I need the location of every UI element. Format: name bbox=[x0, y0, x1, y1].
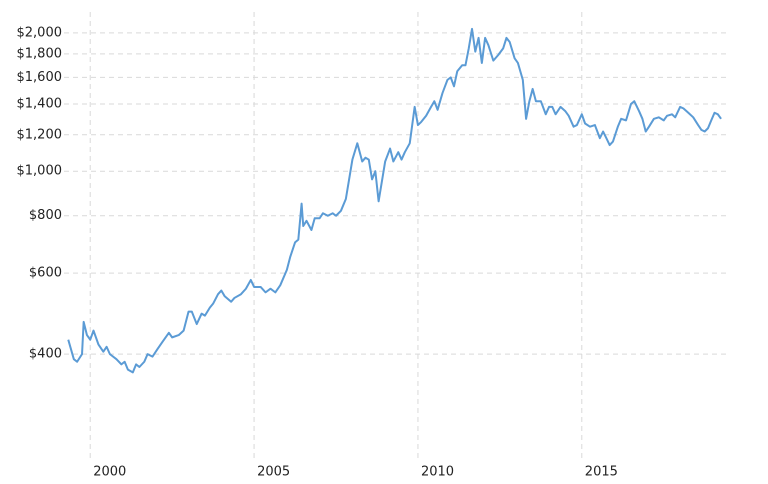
y-tick-label: $600 bbox=[29, 266, 62, 281]
y-tick-label: $1,200 bbox=[17, 127, 63, 142]
y-tick-label: $1,400 bbox=[17, 97, 63, 112]
y-tick-label: $1,000 bbox=[17, 164, 63, 179]
y-tick-label: $2,000 bbox=[17, 25, 63, 40]
x-tick-label: 2000 bbox=[93, 465, 126, 480]
y-tick-label: $1,800 bbox=[17, 46, 63, 61]
price-line bbox=[67, 27, 722, 374]
x-tick-label: 2010 bbox=[421, 465, 454, 480]
y-tick-label: $400 bbox=[29, 347, 62, 362]
y-tick-label: $800 bbox=[29, 208, 62, 223]
y-tick-label: $1,600 bbox=[17, 70, 63, 85]
x-tick-label: 2015 bbox=[585, 465, 618, 480]
x-tick-label: 2005 bbox=[257, 465, 290, 480]
